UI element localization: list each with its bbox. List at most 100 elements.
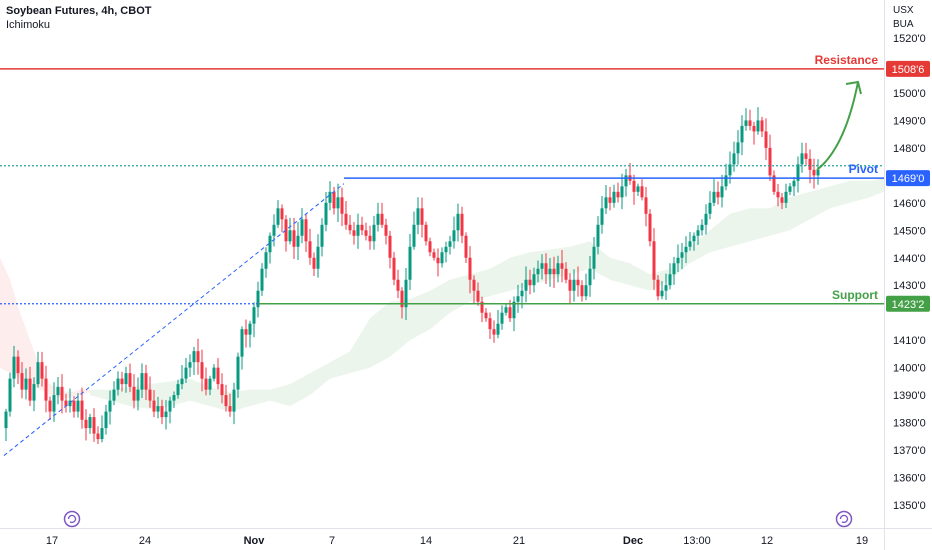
candle-body <box>296 235 300 247</box>
candle-body <box>320 224 324 247</box>
candle-body <box>132 386 136 401</box>
event-marker-icon[interactable] <box>835 510 853 528</box>
event-marker-icon[interactable] <box>63 510 81 528</box>
candle <box>44 365 48 413</box>
candle <box>100 415 104 443</box>
candle-body <box>340 197 344 214</box>
y-tick-label: 1360'0 <box>893 473 926 485</box>
candle-body <box>724 175 728 187</box>
candle <box>416 197 420 235</box>
candle <box>656 275 660 301</box>
candle <box>308 228 312 265</box>
candle-body <box>492 329 496 335</box>
candle-body <box>780 197 784 203</box>
candle <box>436 248 440 277</box>
candle-body <box>36 362 40 385</box>
candle-body <box>804 153 808 159</box>
candle <box>196 338 200 375</box>
annotations: Resistance 1508'6 Pivot 1469'0 Support 1423'2 <box>0 53 930 456</box>
candle-body <box>404 279 408 308</box>
candle-body <box>672 263 676 275</box>
candle-body <box>796 164 800 181</box>
candle-body <box>472 279 476 291</box>
candle <box>20 362 24 399</box>
candle <box>348 214 352 235</box>
candle <box>488 312 492 340</box>
candle-body <box>168 400 172 412</box>
candle-body <box>656 279 660 297</box>
candle-body <box>104 411 108 429</box>
y-tick-label: 1500'0 <box>893 88 926 100</box>
candle-body <box>400 290 404 308</box>
cloud-green-band <box>90 178 884 412</box>
candle-body <box>40 362 44 379</box>
candle <box>776 183 780 207</box>
candle-body <box>256 290 260 308</box>
candle <box>80 387 84 429</box>
candle <box>592 237 596 280</box>
candle-body <box>760 120 764 132</box>
candle <box>764 118 768 161</box>
candle-body <box>196 351 200 363</box>
candle <box>400 287 404 319</box>
candle <box>76 393 80 418</box>
candle <box>596 216 600 255</box>
candle-body <box>384 224 388 236</box>
candle <box>260 263 264 296</box>
candle <box>60 374 64 414</box>
candle <box>684 236 688 264</box>
candle <box>524 266 528 303</box>
candle-body <box>8 378 12 412</box>
candle-body <box>692 235 696 242</box>
candle <box>404 267 408 321</box>
y-tick-label: 1520'0 <box>893 33 926 45</box>
candle <box>688 231 692 251</box>
candle-body <box>184 367 188 379</box>
candle-body <box>708 202 712 214</box>
candle <box>496 310 500 339</box>
candle <box>540 254 544 280</box>
candle <box>472 275 476 304</box>
candle <box>264 247 268 278</box>
candle-body <box>164 411 168 418</box>
candle <box>148 376 152 408</box>
candle <box>812 158 816 189</box>
candle-body <box>236 356 240 390</box>
candle-body <box>112 389 116 401</box>
candle-body <box>356 224 360 236</box>
candle <box>136 377 140 411</box>
candle-body <box>440 252 444 264</box>
candle-body <box>316 246 320 269</box>
candle-body <box>432 252 436 258</box>
candle-body <box>428 241 432 253</box>
candle <box>500 305 504 330</box>
candle <box>632 174 636 205</box>
candle-body <box>272 224 276 236</box>
candle <box>96 426 100 444</box>
candle <box>224 384 228 412</box>
candle <box>480 296 484 323</box>
candle <box>640 179 644 201</box>
candle <box>24 368 28 400</box>
candle <box>724 163 728 191</box>
candle <box>288 217 292 245</box>
candle <box>284 215 288 252</box>
candle <box>740 115 744 156</box>
candle-body <box>668 274 672 286</box>
pivot-price-tag <box>886 170 930 187</box>
candle <box>316 234 320 278</box>
candle-body <box>252 307 256 324</box>
trend-line <box>3 183 345 456</box>
candle-body <box>216 367 220 385</box>
event-marker-glyph <box>839 514 849 524</box>
candle <box>752 121 756 145</box>
candle <box>300 208 304 244</box>
candle <box>692 232 696 251</box>
candle <box>780 193 784 210</box>
candle-body <box>424 224 428 242</box>
candle <box>272 214 276 247</box>
candle <box>704 204 708 235</box>
candle <box>652 228 656 291</box>
candle-body <box>552 268 556 275</box>
